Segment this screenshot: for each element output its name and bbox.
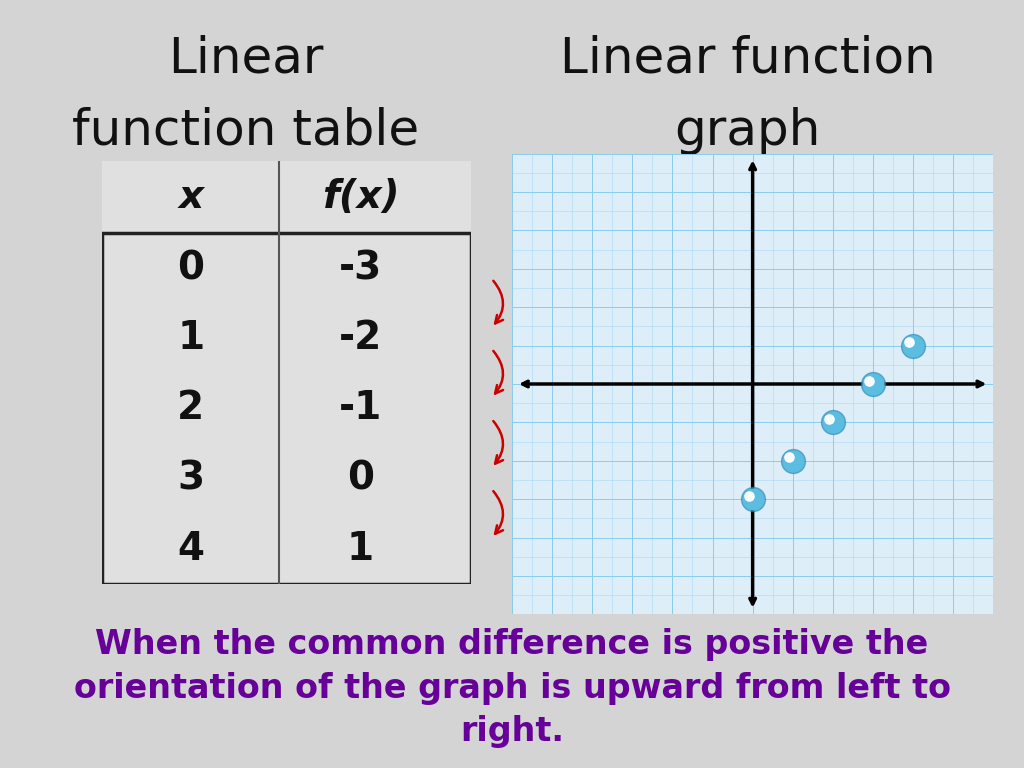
Point <box>784 455 801 467</box>
Text: 2: 2 <box>177 389 205 427</box>
Bar <box>102 161 471 233</box>
Text: +1: +1 <box>519 364 546 382</box>
Point <box>861 374 878 386</box>
Text: 0: 0 <box>177 249 205 287</box>
Point <box>905 339 922 352</box>
Text: +1: +1 <box>519 435 546 452</box>
Point <box>824 416 841 429</box>
Text: 1: 1 <box>177 319 205 357</box>
Point <box>901 336 918 349</box>
Text: 3: 3 <box>177 459 205 498</box>
Point <box>781 451 798 463</box>
Point <box>824 416 841 429</box>
Point <box>864 378 881 390</box>
Point <box>821 413 838 425</box>
Point <box>905 339 922 352</box>
Point <box>864 378 881 390</box>
Text: When the common difference is positive the
orientation of the graph is upward fr: When the common difference is positive t… <box>74 628 950 748</box>
Point <box>744 493 761 505</box>
Point <box>744 493 761 505</box>
Text: 0: 0 <box>347 459 374 498</box>
Text: Linear: Linear <box>168 35 324 82</box>
Point <box>740 490 757 502</box>
Text: function table: function table <box>73 107 419 154</box>
Point <box>784 455 801 467</box>
Text: +1: +1 <box>519 505 546 522</box>
Text: graph: graph <box>675 107 820 154</box>
Text: 1: 1 <box>347 530 374 568</box>
Text: -1: -1 <box>339 389 382 427</box>
Text: f(x): f(x) <box>322 178 399 216</box>
Text: x: x <box>178 178 204 216</box>
Text: +1: +1 <box>519 294 546 313</box>
Text: 4: 4 <box>177 530 205 568</box>
Text: -3: -3 <box>339 249 382 287</box>
Text: -2: -2 <box>339 319 382 357</box>
Text: Linear function: Linear function <box>560 35 935 82</box>
